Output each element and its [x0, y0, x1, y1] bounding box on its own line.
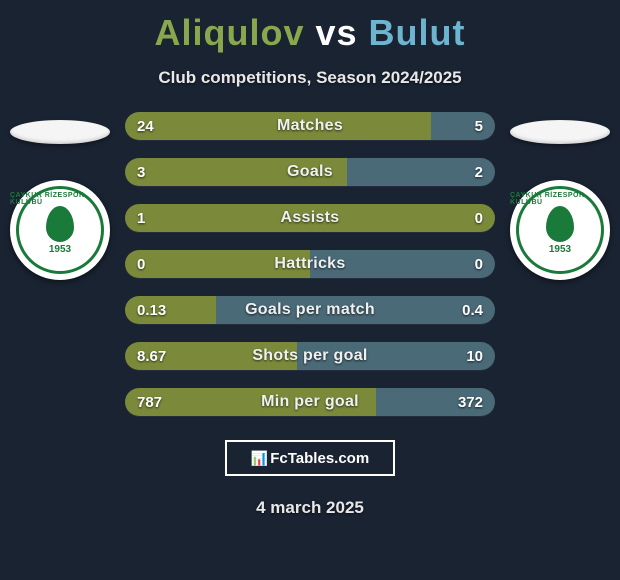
stat-row: 10Assists: [125, 204, 495, 232]
player2-flag: [510, 120, 610, 144]
stat-row: 0.130.4Goals per match: [125, 296, 495, 324]
stat-label: Goals: [125, 158, 495, 186]
stat-label: Hattricks: [125, 250, 495, 278]
tea-leaf-icon: [46, 206, 74, 242]
vs-text: vs: [315, 12, 357, 53]
stat-row: 245Matches: [125, 112, 495, 140]
fctables-logo[interactable]: 📊 FcTables.com: [225, 440, 395, 476]
player2-name: Bulut: [369, 12, 466, 53]
stat-row: 787372Min per goal: [125, 388, 495, 416]
stat-row: 32Goals: [125, 158, 495, 186]
stat-label: Goals per match: [125, 296, 495, 324]
player1-side: ÇAYKUR RİZESPOR KULÜBÜ 1953: [10, 112, 110, 280]
player2-club-badge: ÇAYKUR RİZESPOR KULÜBÜ 1953: [510, 180, 610, 280]
chart-icon: 📊: [251, 450, 266, 467]
date-text: 4 march 2025: [0, 498, 620, 518]
club-arc-text: ÇAYKUR RİZESPOR KULÜBÜ: [510, 192, 610, 206]
tea-leaf-icon: [546, 206, 574, 242]
player2-side: ÇAYKUR RİZESPOR KULÜBÜ 1953: [510, 112, 610, 280]
stat-label: Shots per goal: [125, 342, 495, 370]
stat-label: Assists: [125, 204, 495, 232]
player1-flag: [10, 120, 110, 144]
stat-row: 00Hattricks: [125, 250, 495, 278]
comparison-title: Aliqulov vs Bulut: [0, 0, 620, 54]
stat-label: Min per goal: [125, 388, 495, 416]
player1-name: Aliqulov: [154, 12, 304, 53]
logo-text: FcTables.com: [270, 450, 369, 467]
club-year: 1953: [549, 244, 571, 255]
stat-bars-container: 245Matches 32Goals 10Assists 00Hattricks 0.1…: [125, 112, 495, 416]
player1-club-badge: ÇAYKUR RİZESPOR KULÜBÜ 1953: [10, 180, 110, 280]
club-year: 1953: [49, 244, 71, 255]
stat-row: 8.6710Shots per goal: [125, 342, 495, 370]
club-arc-text: ÇAYKUR RİZESPOR KULÜBÜ: [10, 192, 110, 206]
subtitle: Club competitions, Season 2024/2025: [0, 68, 620, 88]
stat-label: Matches: [125, 112, 495, 140]
